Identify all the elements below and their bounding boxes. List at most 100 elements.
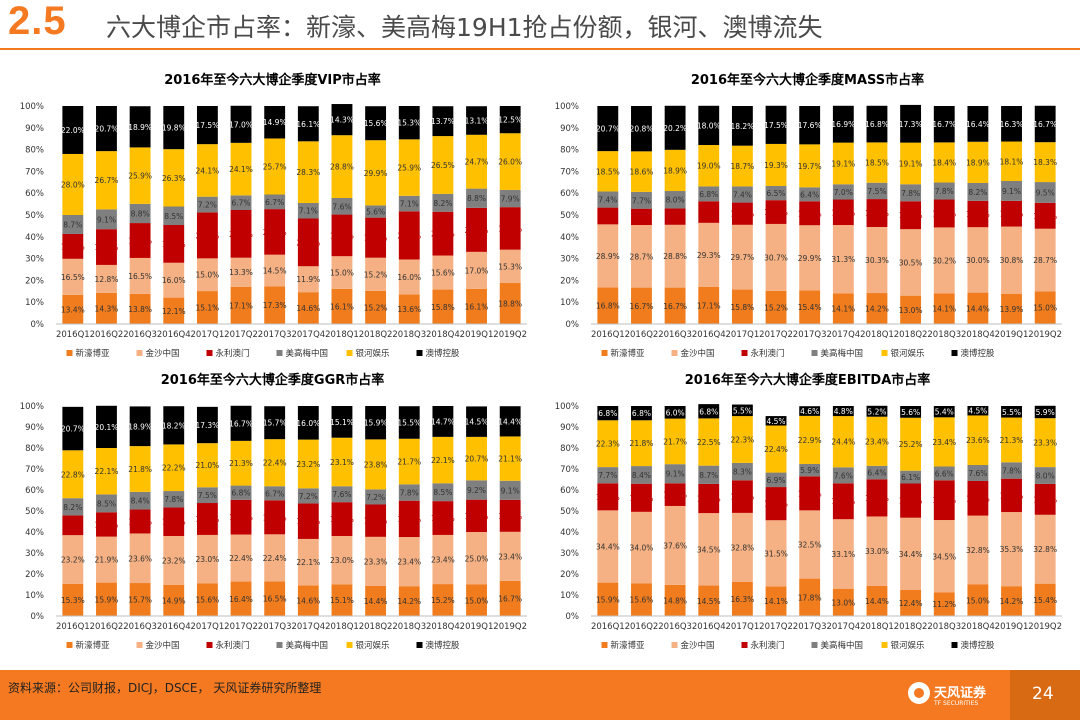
data-label: 16.9% [296,517,320,526]
data-label: 16.5% [61,273,85,282]
data-label: 15.2% [498,512,522,521]
data-label: 12.4% [899,599,923,608]
bar-segment [466,499,487,532]
bar-segment [731,186,753,203]
data-label: 23.2% [61,556,85,565]
data-label: 9.1% [1002,187,1021,196]
bar-segment [264,500,286,535]
data-label: 20.1% [95,423,119,432]
bar-segment [297,292,319,324]
y-tick-label: 20% [560,570,579,580]
data-label: 17.6% [798,121,822,130]
bar-segment [297,218,319,267]
data-label: 13.0% [899,306,923,315]
y-tick-label: 50% [25,507,44,517]
bar-segment [631,466,652,484]
legend-swatch [881,642,888,648]
bar-segment [866,293,888,324]
bar-segment [933,142,955,183]
data-label: 18.9% [932,496,956,505]
bar-segment [731,202,753,225]
bar-segment [866,105,888,143]
data-label: 21.9% [296,238,320,247]
bar-segment [664,105,686,150]
data-label: 18.4% [364,234,388,243]
bar-segment [96,582,117,616]
bar-segment [96,405,117,448]
data-label: 14.7% [431,417,455,426]
data-label: 8.8% [131,209,150,218]
bar-segment [664,584,686,616]
y-tick-label: 90% [560,124,579,134]
data-label: 13.7% [431,117,455,126]
data-label: 21.3% [1000,436,1024,445]
data-label: 17.3% [899,120,923,129]
x-tick-label: 2016Q1 [56,622,90,632]
data-label: 18.9% [966,158,990,167]
x-tick-label: 2016Q2 [90,622,124,632]
data-label: 30.2% [932,256,956,265]
bar-segment [129,446,151,492]
bar-segment [1034,291,1056,324]
data-label: 20.7% [596,125,620,134]
bar-segment [432,211,454,256]
bar-segment [900,470,922,484]
y-tick-label: 80% [25,444,44,454]
x-tick-label: 2016Q2 [625,330,659,340]
bar-segment [264,439,286,487]
data-label: 22.8% [61,470,85,479]
data-label: 28.8% [663,252,687,261]
bar-segment [967,182,989,201]
legend-swatch [741,642,748,648]
bar-segment [499,499,521,532]
bar-segment [832,105,854,143]
bar-segment [432,534,454,585]
bar-segment [664,149,686,192]
bar-segment [230,485,252,500]
bar-segment [631,191,652,209]
bar-segment [466,251,487,289]
bar-segment [1034,182,1056,203]
footer: 资料来源：公司财报，DICJ，DSCE， 天风证券研究所整理 天风证券 TF S… [0,670,1080,720]
data-label: 7.0% [834,188,853,197]
bar-segment [731,581,753,616]
bar-segment [866,405,888,417]
x-tick-label: 2018Q1 [860,622,894,632]
data-label: 20.7% [95,125,119,134]
data-label: 16.2% [798,489,822,498]
data-label: 9.1% [666,470,685,479]
x-tick-label: 2016Q2 [90,330,124,340]
data-label: 15.4% [798,303,822,312]
bar-segment [297,585,319,616]
y-tick-label: 20% [25,570,44,580]
data-label: 14.4% [865,597,889,606]
bar-segment [765,520,787,587]
data-label: 17.0% [465,266,489,275]
data-label: 20.7% [465,455,489,464]
bar-segment [96,512,117,537]
bar-segment [597,224,619,288]
bar-segment [196,212,218,259]
bar-segment [1034,405,1056,419]
bar-segment [297,203,319,219]
bar-segment [900,517,922,590]
data-label: 14.4% [498,417,522,426]
legend-swatch [416,350,423,356]
bar-segment [466,532,487,585]
bar-segment [967,106,989,142]
bar-segment [365,504,387,537]
data-label: 6.1% [901,473,920,482]
data-label: 13.4% [61,305,85,314]
bar-segment [230,534,252,582]
data-label: 16.0% [296,419,320,428]
bar-segment [297,488,319,504]
bar-segment [900,295,922,324]
x-tick-label: 2018Q3 [392,330,426,340]
bar-segment [698,465,720,484]
bar-segment [129,106,151,148]
data-label: 16.1% [431,514,455,523]
x-tick-label: 2016Q3 [658,622,692,632]
data-label: 15.3% [397,119,421,128]
bar-segment [933,227,955,294]
data-label: 16.1% [330,515,354,524]
